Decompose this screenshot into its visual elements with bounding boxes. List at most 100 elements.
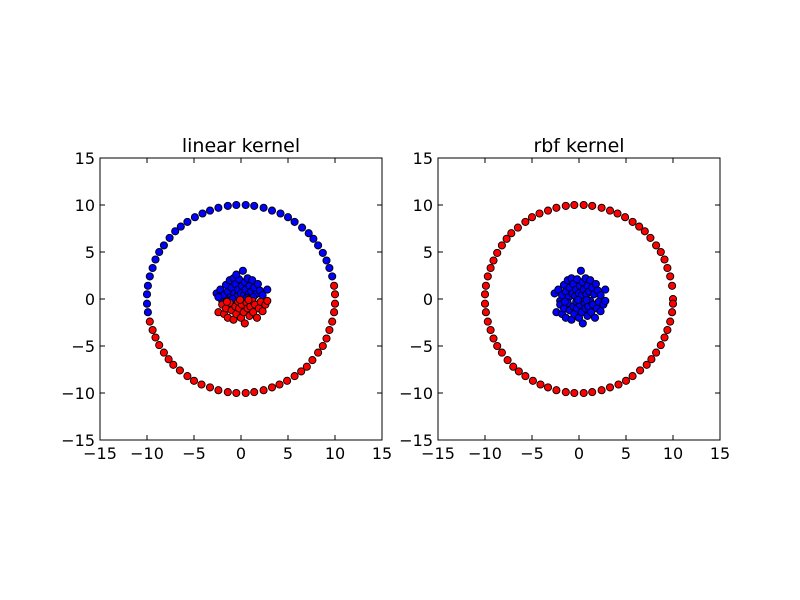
data-point [223,201,232,210]
x-tick-label: −15 [421,444,455,463]
data-point [579,200,588,210]
linear-kernel-panel: linear kernel −15 −10 −5 0 5 10 15 −15 −10 −5 0 5 1… [61,135,392,463]
data-point [552,203,561,212]
data-point [605,383,615,392]
data-point [263,285,272,294]
y-tick-label: −5 [71,337,95,356]
data-point [647,355,656,364]
data-point [486,325,495,335]
data-point [148,325,157,335]
data-point [223,388,232,397]
data-point [183,372,192,381]
data-point [668,281,677,290]
data-point [283,376,292,385]
data-point [328,317,337,326]
data-point [142,299,152,308]
data-point [236,295,245,304]
data-point [304,229,313,238]
data-point [635,222,644,231]
data-point [480,290,490,299]
data-point [663,263,672,273]
data-point [554,285,563,294]
data-point [290,217,299,226]
data-point [543,383,553,392]
data-point [314,241,323,250]
data-point [652,241,661,250]
data-point [578,319,587,328]
data-point [640,227,649,236]
data-point [536,380,545,389]
data-point [596,307,605,316]
x-axis-ticks: −15 −10 −5 0 5 10 15 [421,158,730,463]
y-tick-label: −15 [61,431,95,450]
data-point [493,341,502,351]
data-point [197,380,206,389]
data-point [560,297,569,306]
data-point [570,388,579,398]
data-point [259,203,268,212]
data-point [214,203,223,212]
y-tick-label: 0 [423,290,433,309]
data-point [142,290,152,299]
data-point [290,372,299,381]
data-point [176,222,185,231]
x-tick-label: 5 [621,444,631,463]
panel-title: rbf kernel [533,135,624,157]
data-point [328,272,337,281]
data-point [298,223,307,232]
data-point [252,313,262,322]
y-tick-label: 5 [423,243,433,262]
data-point [232,200,241,210]
data-point [587,308,596,317]
scatter-points [142,200,340,398]
data-point [232,388,241,398]
x-tick-label: 0 [574,444,584,463]
data-point [509,362,518,371]
data-point [483,317,492,326]
data-point [666,272,675,281]
data-point [588,388,597,397]
data-point [486,263,495,273]
y-tick-label: −15 [399,431,433,450]
data-point [613,209,622,218]
scatter-points [480,200,678,398]
data-point [514,367,523,376]
data-point [151,255,160,264]
data-point [503,356,512,365]
y-tick-label: 15 [75,149,95,168]
data-point [628,372,637,381]
data-point [145,317,154,326]
data-point [507,229,516,238]
y-tick-label: 0 [85,290,95,309]
data-point [330,308,339,317]
data-point [143,308,152,317]
data-point [666,317,675,326]
data-point [481,308,490,317]
data-point [309,234,318,243]
y-tick-label: −10 [61,384,95,403]
x-tick-label: −10 [130,444,164,463]
data-point [151,333,160,342]
data-point [241,388,250,398]
data-point [497,241,506,250]
data-point [614,380,623,389]
data-point [652,348,661,357]
y-tick-label: 10 [75,196,95,215]
data-point [628,217,637,226]
data-point [302,362,311,371]
data-point [248,276,257,285]
data-point [258,307,267,316]
data-point [605,206,615,215]
data-point [159,241,168,250]
data-point [145,272,154,281]
data-point [159,348,168,357]
data-point [489,256,498,265]
data-point [597,386,606,395]
data-point [143,281,152,290]
data-point [318,341,327,351]
y-tick-label: −5 [409,337,433,356]
y-tick-label: 5 [85,243,95,262]
x-tick-label: −5 [182,444,206,463]
data-point [579,388,588,398]
